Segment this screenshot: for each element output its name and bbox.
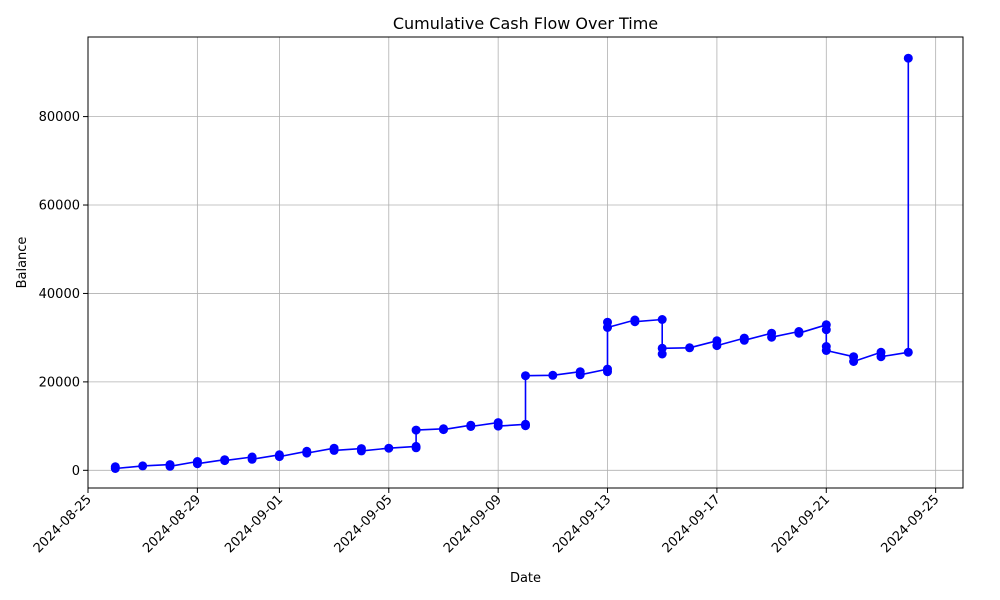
data-point — [384, 443, 394, 453]
data-point — [603, 367, 612, 377]
data-point — [521, 371, 530, 381]
x-tick-label: 2024-09-05 — [332, 492, 396, 556]
data-point — [794, 328, 804, 338]
x-tick-label: 2024-08-25 — [31, 492, 95, 556]
data-point — [220, 456, 230, 466]
data-point — [110, 464, 120, 473]
data-point — [712, 341, 722, 351]
data-point — [356, 446, 366, 456]
data-point — [903, 53, 913, 63]
x-tick-label: 2024-09-01 — [222, 492, 286, 556]
data-point — [329, 445, 339, 455]
x-tick-label: 2024-08-29 — [140, 492, 204, 556]
data-point — [657, 343, 667, 353]
data-point — [548, 370, 558, 380]
data-point — [138, 461, 148, 471]
series-layer — [110, 53, 913, 473]
data-point — [411, 425, 421, 435]
x-tick-label: 2024-09-17 — [660, 492, 724, 556]
data-point — [274, 452, 284, 462]
y-tick-label: 40000 — [39, 287, 80, 302]
data-point — [767, 332, 777, 342]
data-point — [302, 448, 312, 458]
data-point — [439, 425, 448, 435]
y-tick-label: 20000 — [39, 375, 80, 390]
data-point — [521, 421, 530, 431]
data-point — [411, 443, 421, 453]
data-point — [165, 461, 175, 471]
x-axis-label: Date — [510, 571, 541, 586]
y-tick-label: 60000 — [39, 199, 80, 214]
data-point — [466, 422, 476, 431]
data-point — [739, 335, 749, 345]
chart-title: Cumulative Cash Flow Over Time — [393, 14, 658, 33]
y-tick-label: 80000 — [39, 110, 80, 125]
data-point — [575, 370, 585, 380]
data-point — [247, 454, 257, 464]
data-point — [821, 325, 831, 335]
data-point — [849, 357, 859, 366]
x-tick-label: 2024-09-09 — [441, 492, 505, 556]
x-tick-label: 2024-09-13 — [550, 492, 614, 556]
data-point — [603, 323, 612, 332]
y-tick-label: 0 — [72, 464, 80, 479]
data-point — [192, 459, 202, 469]
data-point — [821, 346, 831, 355]
data-point — [630, 317, 640, 327]
grid-lines — [87, 37, 963, 488]
axes-frame — [87, 36, 964, 489]
axis-ticks: 2024-08-25 2024-08-29 2024-09-01 2024-09-05… — [31, 110, 943, 556]
data-point — [493, 421, 503, 431]
data-point — [685, 343, 695, 353]
series-line — [114, 58, 910, 470]
data-point — [903, 347, 913, 357]
x-tick-label: 2024-09-25 — [878, 492, 942, 556]
y-axis-label: Balance — [15, 237, 30, 289]
data-point — [657, 315, 667, 324]
x-tick-label: 2024-09-21 — [769, 492, 833, 556]
data-point — [876, 352, 886, 362]
